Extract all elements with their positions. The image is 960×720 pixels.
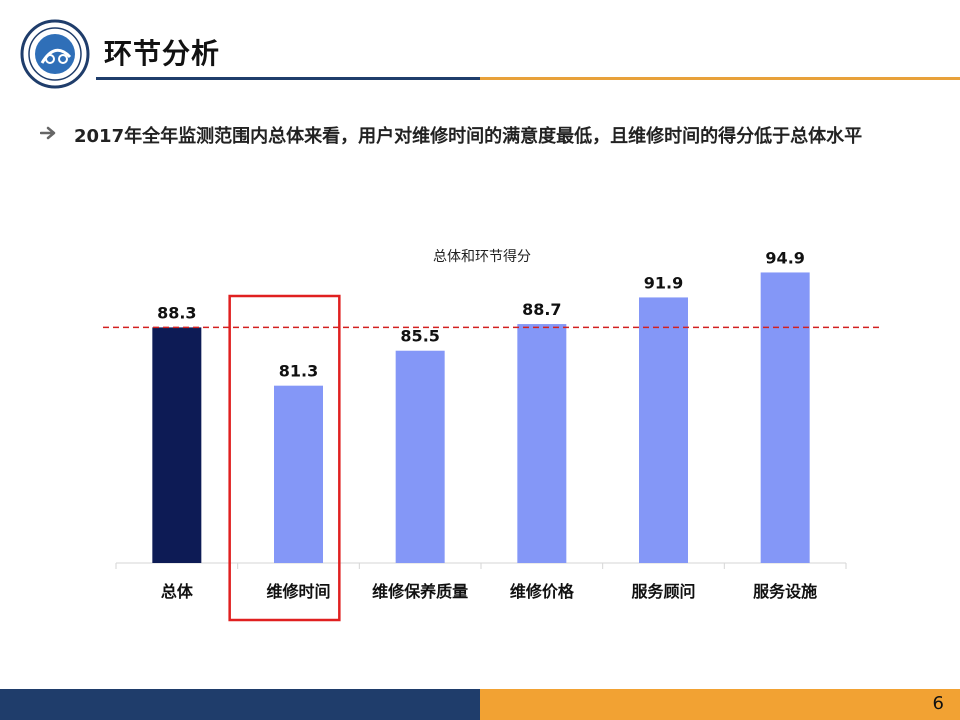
data-label: 91.9	[644, 273, 683, 292]
highlight-box	[228, 294, 341, 622]
category-label: 服务顾问	[631, 582, 695, 601]
data-label: 94.9	[765, 248, 804, 267]
page-title: 环节分析	[104, 37, 221, 70]
bar-0	[152, 327, 202, 563]
category-label: 维修保养质量	[372, 582, 468, 601]
data-label: 81.3	[279, 362, 318, 381]
bar-5	[760, 272, 810, 563]
data-label: 88.7	[522, 300, 561, 319]
title-rule-orange	[480, 77, 960, 80]
data-label: 88.3	[157, 303, 196, 322]
chart-title: 总体和环节得分	[433, 248, 531, 265]
bar-1	[274, 385, 323, 563]
summary-text: 2017年全年监测范围内总体来看，用户对维修时间的满意度最低，且维修时间的得分低…	[74, 126, 863, 147]
category-label: 维修价格	[510, 582, 575, 601]
bar-4	[639, 297, 688, 563]
category-label: 维修时间	[266, 582, 330, 601]
bar-2	[395, 350, 445, 563]
bar-chart: 总体和环节得分 88.3 81.3 85.5 88.7 91.9 94.9 总体 维修时间 维…	[103, 248, 880, 622]
title-rule-dark	[96, 77, 480, 80]
footer-bar-dark	[0, 689, 480, 720]
category-label: 总体	[161, 582, 194, 601]
data-label: 85.5	[400, 327, 439, 346]
page-number: 6	[932, 693, 944, 714]
bar-3	[517, 324, 567, 563]
category-label: 服务设施	[753, 582, 817, 601]
arrow-right-icon	[40, 126, 56, 140]
footer-bar-orange	[480, 689, 960, 720]
logo-emblem	[20, 19, 90, 89]
